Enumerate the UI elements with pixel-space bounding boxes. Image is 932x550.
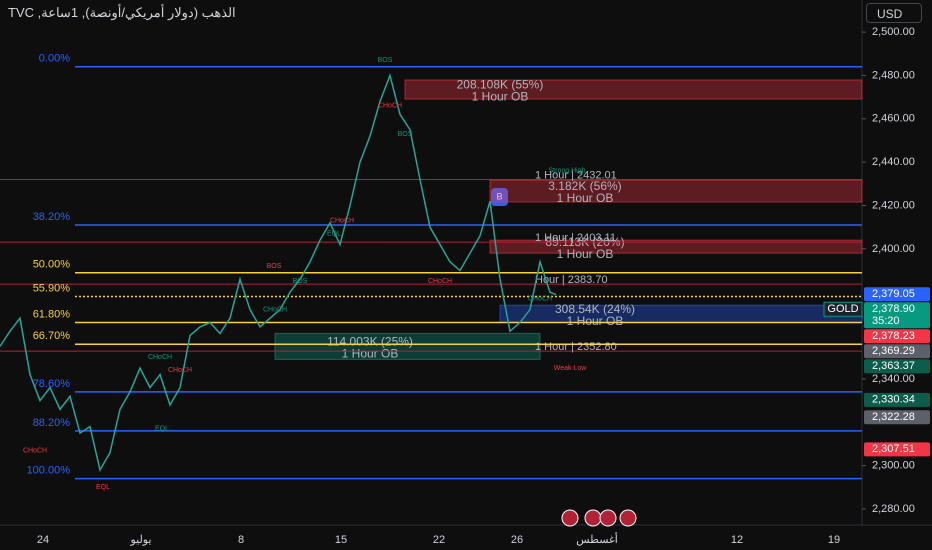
price-tag-label: 2,307.51 — [872, 443, 915, 455]
structure-label: EQL — [96, 484, 110, 491]
symbol-title: الذهب (دولار أمريكي/أونصة), 1ساعة, TVC — [8, 5, 236, 20]
order-block-sublabel: 1 Hour OB — [472, 90, 529, 104]
y-tick-label: 2,500.00 — [872, 26, 915, 38]
structure-label: EQL — [327, 231, 341, 238]
currency-button[interactable]: USD — [866, 3, 922, 23]
fib-label: 100.00% — [27, 465, 71, 477]
order-block-label: 114.003K (25%) — [327, 335, 413, 349]
x-tick-label: 19 — [828, 534, 840, 546]
order-block-label: 208.108K (55%) — [457, 78, 544, 92]
price-tag — [864, 302, 930, 329]
structure-label: EQL — [155, 426, 169, 433]
price-tag-label: 2,378.90 — [872, 303, 915, 315]
x-tick-label: 12 — [731, 534, 743, 546]
level-label: 1 Hour | 2352.80 — [535, 341, 617, 353]
order-block-sublabel: 1 Hour OB — [567, 314, 624, 328]
y-tick-label: 2,480.00 — [872, 69, 915, 81]
order-block — [489, 239, 863, 254]
structure-label: CHoCH — [168, 367, 192, 374]
structure-label: Weak Low — [554, 365, 587, 372]
badge: B — [491, 188, 508, 206]
y-tick-label: 2,400.00 — [872, 243, 915, 255]
order-block-label: 308.54K (24%) — [555, 302, 635, 316]
order-block — [489, 179, 863, 203]
price-tag — [864, 329, 930, 344]
structure-label: CHoCH — [528, 296, 552, 303]
price-tag-label: 2,330.34 — [872, 394, 915, 406]
y-tick-label: 2,280.00 — [872, 503, 915, 515]
level-label: Hour | 2383.70 — [535, 274, 608, 286]
fib-label: 66.70% — [33, 330, 71, 342]
price-tag-label: 2,363.37 — [872, 360, 915, 372]
fib-label: 38.20% — [33, 211, 71, 223]
x-tick-label: 22 — [433, 534, 445, 546]
level-label: 1 Hour | 2403.11 — [535, 232, 616, 244]
order-block-label: 3.182K (56%) — [548, 179, 621, 193]
fib-label: 50.00% — [33, 259, 71, 271]
symbol-tag — [823, 301, 863, 317]
price-tag-label: 2,378.23 — [872, 330, 915, 342]
y-tick-label: 2,340.00 — [872, 373, 915, 385]
structure-label: CHoCH — [428, 278, 452, 285]
structure-label: BOS — [293, 278, 308, 285]
order-block — [404, 79, 863, 100]
structure-label: CHoCH — [23, 447, 47, 454]
x-tick-label: أغسطس — [576, 532, 618, 546]
symbol-tag-label: GOLD — [827, 303, 858, 315]
structure-label: BOS — [378, 57, 393, 64]
price-tag — [864, 359, 930, 374]
y-tick-label: 2,460.00 — [872, 113, 915, 125]
structure-label: CHoCH — [148, 354, 172, 361]
y-tick-label: 2,420.00 — [872, 199, 915, 211]
structure-label: CHoCH — [330, 218, 354, 225]
price-line — [0, 72, 557, 472]
price-tag-countdown: 35:20 — [872, 315, 900, 327]
price-tag — [864, 410, 930, 425]
structure-label: CHoCH — [378, 103, 402, 110]
fib-label: 88.20% — [33, 417, 71, 429]
price-tag — [864, 392, 930, 407]
order-block — [274, 332, 541, 360]
x-tick-label: 26 — [511, 534, 523, 546]
order-block-sublabel: 1 Hour OB — [557, 247, 614, 261]
x-tick-label: 24 — [37, 534, 49, 546]
fib-label: 61.80% — [33, 308, 71, 320]
x-tick-label: يوليو — [129, 534, 151, 546]
structure-label: Strong High — [549, 168, 586, 175]
structure-label: CHoCH — [263, 306, 287, 313]
x-tick-label: 15 — [335, 534, 347, 546]
price-tag-label: 2,322.28 — [872, 411, 915, 423]
level-label: 1 Hour | 2432.01 — [535, 169, 617, 181]
y-tick-label: 2,300.00 — [872, 460, 915, 472]
fib-label: 0.00% — [39, 53, 70, 65]
price-tag — [864, 344, 930, 359]
price-tag — [864, 442, 930, 457]
order-block-sublabel: 1 Hour OB — [557, 191, 614, 205]
svg-text:B: B — [496, 191, 502, 201]
fib-label: 78.60% — [33, 378, 71, 390]
price-tag-label: 2,369.29 — [872, 345, 915, 357]
y-tick-label: 2,440.00 — [872, 156, 915, 168]
price-tag-label: 2,379.05 — [872, 288, 915, 300]
structure-label: BOS — [267, 263, 282, 270]
order-block-sublabel: 1 Hour OB — [342, 347, 399, 361]
event-icons — [561, 509, 637, 527]
structure-label: BOS — [398, 131, 413, 138]
fib-label: 55.90% — [33, 282, 71, 294]
price-tag — [864, 287, 930, 302]
x-tick-label: 8 — [238, 534, 244, 546]
